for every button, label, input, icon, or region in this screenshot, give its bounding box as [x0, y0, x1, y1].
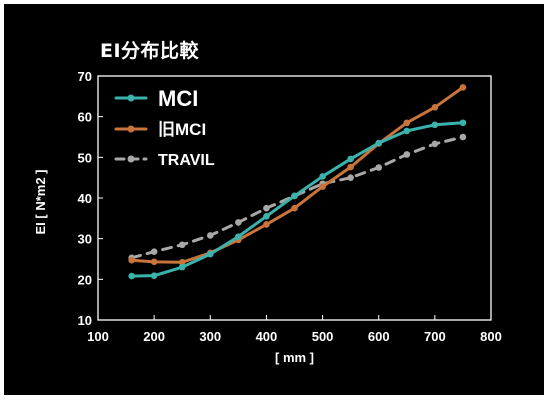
- y-tick-label: 20: [78, 272, 92, 287]
- data-point: [403, 127, 411, 135]
- data-point: [128, 256, 135, 264]
- legend-swatch-marker: [127, 155, 135, 163]
- data-point: [206, 232, 214, 239]
- data-point: [403, 119, 411, 127]
- data-point: [150, 258, 158, 266]
- x-tick-label: 800: [480, 329, 502, 344]
- data-point: [431, 104, 439, 111]
- legend-item: TRAVIL: [114, 152, 215, 169]
- series-line: [130, 85, 465, 264]
- data-point: [347, 155, 354, 163]
- chart-title: EI分布比較: [100, 40, 200, 62]
- data-point: [459, 84, 467, 91]
- data-point: [403, 151, 411, 158]
- x-axis-title: [ mm ]: [275, 350, 314, 365]
- data-point: [431, 140, 439, 148]
- y-tick-label: 70: [78, 69, 92, 84]
- chart-panel: EI分布比較 100 200 300 400 500 600 700 800 10 20 30 40 5…: [4, 4, 544, 395]
- data-point: [375, 164, 383, 171]
- y-tick-label: 40: [78, 191, 92, 206]
- y-tick-label: 50: [78, 150, 92, 165]
- data-point: [150, 248, 158, 255]
- legend-item: MCI: [114, 86, 198, 111]
- legend: MCI 旧MCI TRAVIL: [114, 86, 215, 169]
- series-1: [128, 84, 467, 266]
- ei-distribution-chart: 100 200 300 400 500 600 700 800 10 20 30 40 50 60 70 […: [33, 69, 502, 365]
- legend-item: 旧MCI: [114, 120, 206, 139]
- legend-label: 旧MCI: [158, 120, 206, 139]
- series-line: [130, 121, 465, 278]
- y-tick-label: 30: [78, 232, 92, 247]
- data-point: [150, 272, 158, 279]
- data-point: [263, 204, 270, 212]
- y-tick-label: 10: [78, 313, 92, 328]
- data-point: [263, 221, 270, 228]
- data-point: [347, 174, 354, 181]
- data-point: [128, 272, 135, 280]
- data-point: [347, 163, 354, 171]
- data-point: [263, 213, 270, 220]
- x-tick-label: 200: [143, 329, 165, 344]
- data-point: [319, 173, 326, 180]
- data-point: [178, 241, 186, 249]
- legend-label: MCI: [158, 86, 198, 111]
- data-point: [291, 204, 298, 212]
- data-point: [459, 119, 467, 127]
- series: [128, 84, 467, 280]
- data-point: [319, 183, 326, 190]
- data-point: [431, 121, 439, 129]
- data-point: [459, 133, 467, 141]
- data-point: [178, 263, 186, 271]
- x-tick-label: 600: [368, 329, 390, 344]
- x-tick-label: 700: [424, 329, 446, 344]
- x-tick-label: 100: [87, 329, 109, 344]
- y-tick-label: 60: [78, 110, 92, 125]
- y-axis-title: EI [ N*m2 ]: [33, 169, 48, 234]
- tick-labels: 100 200 300 400 500 600 700 800 10 20 30 40 50 60 70: [78, 69, 502, 344]
- legend-swatch-marker: [127, 94, 135, 102]
- series-0: [128, 119, 467, 280]
- x-tick-label: 400: [256, 329, 278, 344]
- x-tick-label: 300: [199, 329, 221, 344]
- data-point: [206, 250, 214, 258]
- data-point: [235, 233, 242, 240]
- legend-label: TRAVIL: [158, 152, 215, 169]
- legend-swatch-marker: [127, 125, 135, 133]
- data-point: [235, 219, 242, 226]
- data-point: [375, 139, 383, 147]
- data-point: [291, 192, 298, 200]
- data-point: [178, 258, 186, 266]
- axes: [97, 75, 492, 321]
- x-tick-label: 500: [312, 329, 334, 344]
